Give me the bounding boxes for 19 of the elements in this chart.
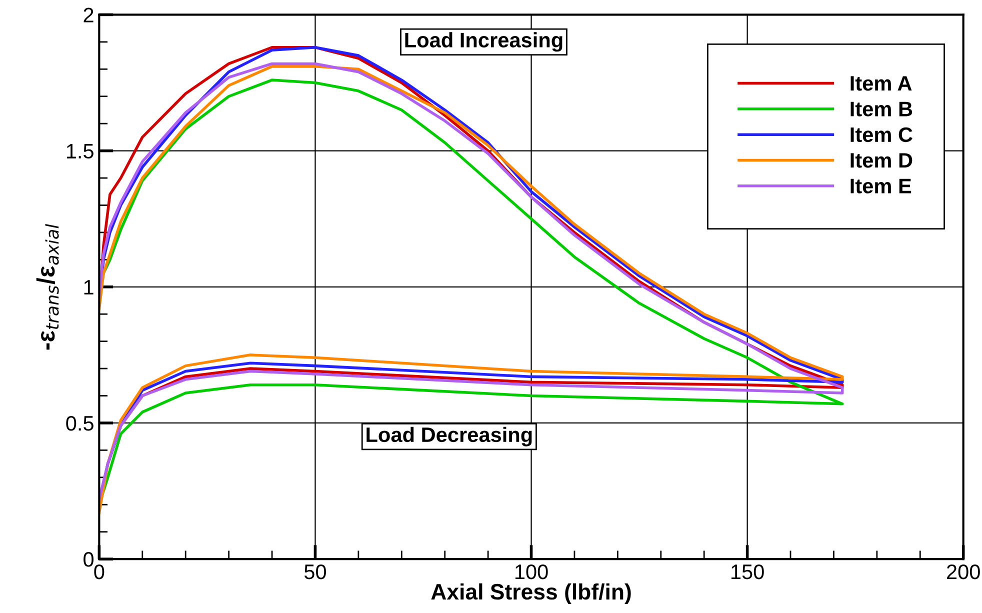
annotation: Load Decreasing	[366, 426, 532, 446]
legend-label: Item A	[850, 76, 912, 91]
legend-label: Item D	[850, 153, 912, 168]
legend-label: Item E	[850, 178, 912, 194]
y-tick-label: 1.5	[66, 144, 94, 159]
x-tick-label: 200	[947, 564, 980, 580]
legend-label: Item C	[850, 127, 912, 142]
x-tick-label: 0	[94, 564, 104, 580]
legend-label: Item B	[850, 102, 912, 116]
y-tick-label: 2	[84, 8, 94, 22]
x-axis-title: Axial Stress (lbf/in)	[431, 583, 631, 604]
y-tick-label: 1	[84, 280, 94, 294]
x-tick-label: 50	[304, 564, 326, 580]
y-tick-label: 0	[84, 552, 94, 567]
x-tick-label: 150	[732, 564, 764, 580]
y-axis-title: -ε$_{trans}$/ε$_{axial}$	[36, 224, 59, 350]
x-tick-label: 100	[515, 564, 548, 580]
annotation: Load Increasing	[405, 32, 562, 52]
y-tick-label: 0.5	[66, 416, 94, 431]
